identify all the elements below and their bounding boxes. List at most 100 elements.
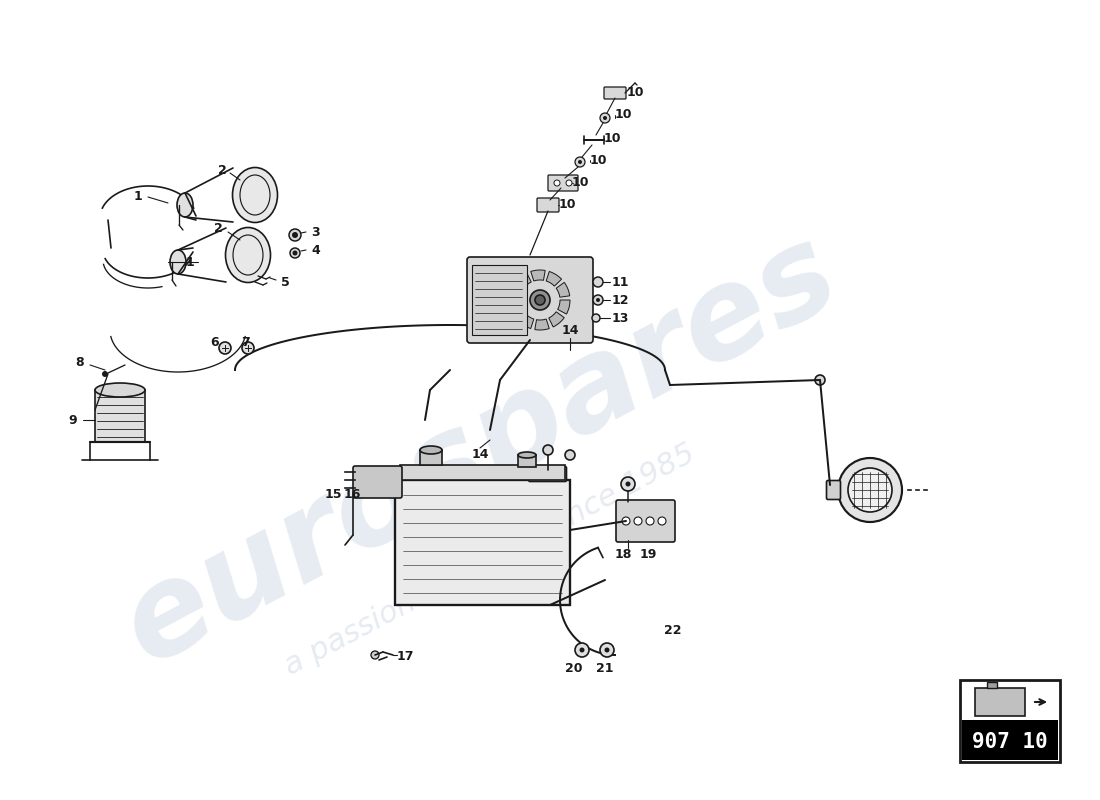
Wedge shape	[518, 314, 534, 329]
Text: eurospares: eurospares	[102, 211, 857, 689]
Text: 10: 10	[626, 86, 644, 99]
Circle shape	[289, 229, 301, 241]
Circle shape	[596, 298, 600, 302]
Circle shape	[621, 477, 635, 491]
Text: 10: 10	[558, 198, 575, 211]
Wedge shape	[516, 273, 531, 288]
Text: 10: 10	[590, 154, 607, 166]
Text: 11: 11	[612, 275, 629, 289]
Circle shape	[292, 232, 298, 238]
Circle shape	[578, 160, 582, 164]
Circle shape	[565, 450, 575, 460]
Circle shape	[102, 371, 108, 377]
Text: 12: 12	[612, 294, 629, 306]
Text: 22: 22	[664, 623, 682, 637]
FancyBboxPatch shape	[826, 481, 840, 499]
Text: 18: 18	[614, 547, 631, 561]
Text: 907 10: 907 10	[972, 732, 1048, 752]
Circle shape	[575, 157, 585, 167]
Wedge shape	[547, 271, 562, 286]
Circle shape	[371, 651, 380, 659]
Text: 15: 15	[324, 489, 342, 502]
Text: 14: 14	[561, 323, 579, 337]
Text: 13: 13	[612, 311, 629, 325]
Text: 20: 20	[565, 662, 583, 674]
FancyBboxPatch shape	[616, 500, 675, 542]
Text: 2: 2	[213, 222, 222, 234]
Text: 10: 10	[614, 109, 631, 122]
Wedge shape	[549, 312, 564, 327]
Circle shape	[600, 643, 614, 657]
Text: 14: 14	[471, 449, 488, 462]
FancyBboxPatch shape	[537, 198, 559, 212]
Circle shape	[554, 180, 560, 186]
Circle shape	[605, 647, 609, 653]
FancyBboxPatch shape	[548, 175, 578, 191]
Circle shape	[603, 116, 607, 120]
Ellipse shape	[177, 193, 192, 217]
Text: 19: 19	[639, 547, 657, 561]
Circle shape	[219, 342, 231, 354]
FancyBboxPatch shape	[468, 257, 593, 343]
Text: 2: 2	[218, 163, 227, 177]
Text: 7: 7	[242, 337, 251, 350]
Wedge shape	[510, 302, 524, 318]
Circle shape	[293, 250, 297, 255]
Circle shape	[626, 482, 630, 486]
Text: 5: 5	[280, 275, 289, 289]
Wedge shape	[530, 270, 546, 281]
Text: 16: 16	[343, 489, 361, 502]
Text: a passion for parts since 1985: a passion for parts since 1985	[279, 439, 701, 681]
Text: 4: 4	[311, 243, 320, 257]
Ellipse shape	[226, 227, 271, 282]
Wedge shape	[557, 282, 570, 298]
Circle shape	[600, 113, 610, 123]
Circle shape	[593, 277, 603, 287]
Text: 9: 9	[68, 414, 77, 426]
Circle shape	[566, 180, 572, 186]
Circle shape	[592, 314, 600, 322]
Circle shape	[838, 458, 902, 522]
Circle shape	[621, 517, 630, 525]
Bar	[518, 455, 536, 467]
Text: 17: 17	[396, 650, 414, 663]
Text: 21: 21	[596, 662, 614, 674]
Bar	[975, 688, 1025, 716]
Circle shape	[575, 643, 589, 657]
Circle shape	[242, 342, 254, 354]
Text: 8: 8	[76, 357, 85, 370]
Circle shape	[530, 290, 550, 310]
Circle shape	[634, 517, 642, 525]
Ellipse shape	[170, 250, 186, 274]
FancyBboxPatch shape	[353, 466, 402, 498]
Bar	[395, 480, 570, 605]
FancyBboxPatch shape	[960, 680, 1060, 762]
Circle shape	[580, 647, 584, 653]
Wedge shape	[558, 300, 570, 314]
Ellipse shape	[232, 167, 277, 222]
Ellipse shape	[518, 452, 536, 458]
Bar	[987, 682, 997, 688]
Wedge shape	[535, 319, 549, 330]
Bar	[95, 390, 145, 442]
Circle shape	[543, 445, 553, 455]
Bar	[400, 465, 565, 480]
Circle shape	[815, 375, 825, 385]
Circle shape	[593, 295, 603, 305]
Circle shape	[658, 517, 666, 525]
Text: 10: 10	[603, 131, 620, 145]
Text: 1: 1	[186, 255, 195, 269]
Text: 3: 3	[311, 226, 320, 238]
Circle shape	[290, 248, 300, 258]
Circle shape	[535, 295, 544, 305]
Text: 1: 1	[133, 190, 142, 203]
Circle shape	[646, 517, 654, 525]
FancyBboxPatch shape	[604, 87, 626, 99]
Bar	[472, 265, 527, 335]
Circle shape	[848, 468, 892, 512]
Bar	[420, 450, 442, 465]
Text: 6: 6	[211, 337, 219, 350]
Ellipse shape	[420, 446, 442, 454]
Text: 10: 10	[571, 177, 588, 190]
Ellipse shape	[95, 383, 145, 397]
